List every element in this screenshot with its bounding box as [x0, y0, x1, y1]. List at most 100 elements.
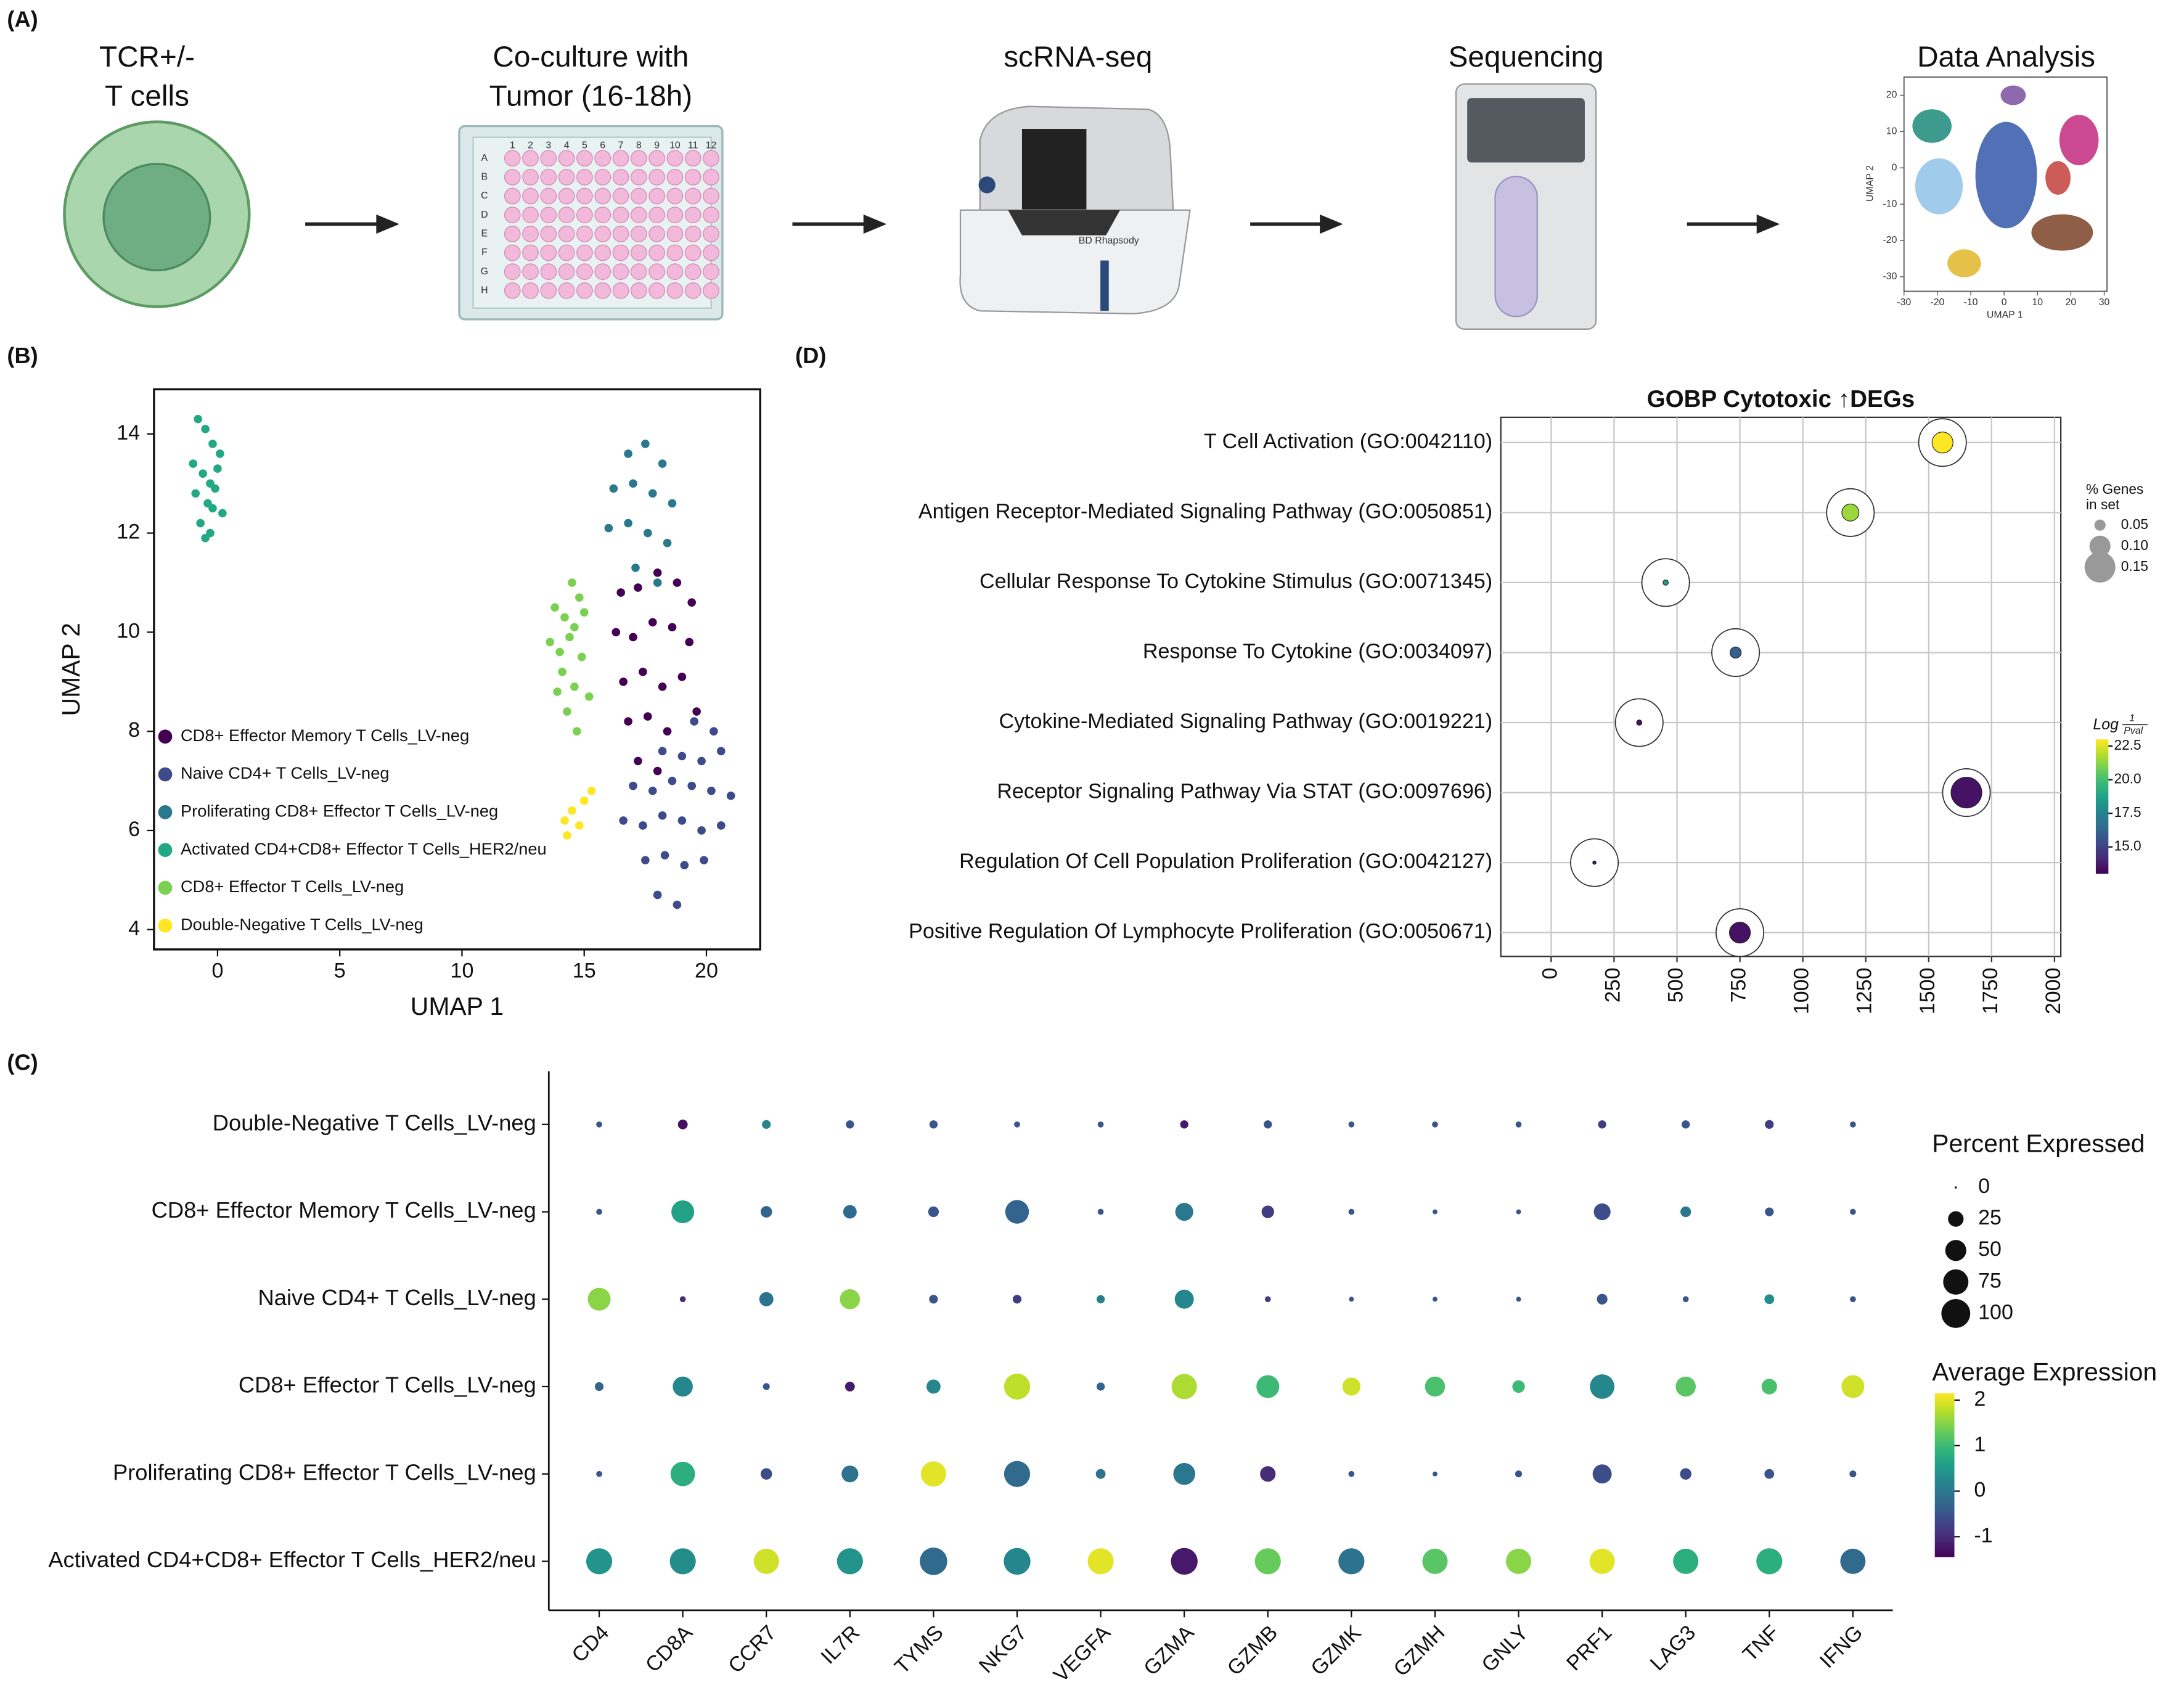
well: [558, 187, 575, 205]
plate-column-label: 6: [600, 140, 605, 150]
dot: [1422, 1548, 1448, 1574]
point: [563, 831, 571, 840]
t-cell-icon: [63, 120, 251, 308]
instrument-icon: [959, 105, 1191, 314]
point: [629, 633, 637, 642]
x-tick-label: 250: [1601, 967, 1624, 1002]
arrow-head: [376, 214, 399, 234]
point: [558, 667, 566, 676]
dot: [1590, 1374, 1614, 1399]
legend-label: CD8+ Effector Memory T Cells_LV-neg: [181, 726, 469, 745]
dot: [845, 1382, 855, 1392]
point: [634, 756, 642, 766]
size-legend-dot: [1941, 1299, 1971, 1328]
point: [668, 623, 677, 632]
well: [703, 225, 719, 242]
well: [558, 244, 575, 261]
x-tick-label: 20: [695, 959, 718, 982]
well: [648, 225, 666, 242]
dot: [1171, 1374, 1197, 1400]
x-tick-label: 0: [1538, 967, 1561, 979]
step-title: Sequencing: [1449, 41, 1604, 73]
well: [703, 187, 719, 205]
legend-label: Activated CD4+CD8+ Effector T Cells_HER2…: [181, 839, 547, 858]
well: [540, 225, 557, 242]
dot: [596, 1208, 602, 1215]
instrument-tray: [1008, 210, 1120, 236]
pathway-frame: [1500, 416, 2062, 957]
sequencer-window: [1494, 176, 1538, 318]
point: [653, 578, 662, 587]
size-legend-label: 0: [1978, 1174, 1990, 1198]
step-title: scRNA-seq: [1004, 41, 1152, 73]
point: [687, 781, 697, 790]
colorbar-title-denominator: Pval: [2124, 726, 2143, 736]
arrow-head: [1756, 214, 1780, 234]
dot: [673, 1376, 693, 1397]
dot: [1180, 1120, 1188, 1129]
dot: [1515, 1121, 1522, 1128]
size-legend-dot: [1943, 1269, 1969, 1295]
x-tick-label: 15: [573, 959, 596, 982]
well: [540, 244, 557, 261]
well: [540, 207, 557, 224]
dot: [760, 1206, 772, 1218]
row-label: CD8+ Effector Memory T Cells_LV-neg: [152, 1197, 536, 1223]
dot: [836, 1548, 863, 1575]
dot: [1516, 1297, 1521, 1302]
colorbar-title: Log: [2093, 716, 2119, 733]
dot: [1348, 1121, 1355, 1128]
dot: [1097, 1121, 1104, 1128]
size-legend-label: 0.10: [2121, 537, 2148, 553]
category-label: Response To Cytokine (GO:0034097): [1143, 639, 1492, 663]
point: [560, 613, 569, 622]
point: [629, 781, 637, 790]
dot: [1592, 1464, 1612, 1484]
well: [522, 263, 539, 281]
dot: [1096, 1295, 1105, 1303]
mini-umap: [1903, 76, 2108, 292]
well: [522, 150, 539, 167]
point: [653, 890, 662, 900]
instrument-base: [959, 209, 1191, 314]
dot: [920, 1547, 947, 1575]
well: [522, 168, 539, 186]
point: [555, 647, 564, 657]
well: [540, 168, 557, 186]
point: [700, 856, 708, 865]
point: [658, 683, 667, 691]
mini-cluster: [2045, 161, 2071, 195]
well: [612, 263, 629, 281]
legend-label: Naive CD4+ T Cells_LV-neg: [181, 763, 390, 782]
dot: [1663, 580, 1669, 586]
y-axis-label: UMAP 2: [57, 623, 85, 716]
row-label: Proliferating CD8+ Effector T Cells_LV-n…: [113, 1459, 536, 1485]
legend-label: Double-Negative T Cells_LV-neg: [181, 915, 423, 934]
well: [558, 225, 575, 242]
row-label: Activated CD4+CD8+ Effector T Cells_HER2…: [48, 1547, 536, 1572]
dot: [677, 1119, 688, 1129]
well: [612, 168, 629, 186]
well: [630, 168, 647, 186]
category-label: Receptor Signaling Pathway Via STAT (GO:…: [997, 780, 1492, 803]
well: [594, 150, 611, 167]
legend-swatch: [158, 805, 173, 819]
point: [673, 900, 682, 909]
dot: [670, 1461, 695, 1486]
mini-x-label: UMAP 1: [1987, 309, 2023, 320]
instrument-lever: [1100, 260, 1109, 311]
well: [594, 263, 611, 281]
well: [612, 282, 629, 299]
category-label: Regulation Of Cell Population Proliferat…: [959, 850, 1492, 873]
well: [612, 225, 629, 242]
well: [504, 282, 521, 299]
dot: [1014, 1121, 1020, 1128]
well: [558, 168, 575, 186]
point: [546, 637, 555, 647]
well: [594, 168, 611, 186]
column-label: VEGFA: [1049, 1621, 1115, 1687]
dot: [1096, 1382, 1105, 1391]
dot: [1173, 1462, 1195, 1485]
plate-column-label: 1: [510, 140, 515, 150]
point: [658, 459, 667, 468]
